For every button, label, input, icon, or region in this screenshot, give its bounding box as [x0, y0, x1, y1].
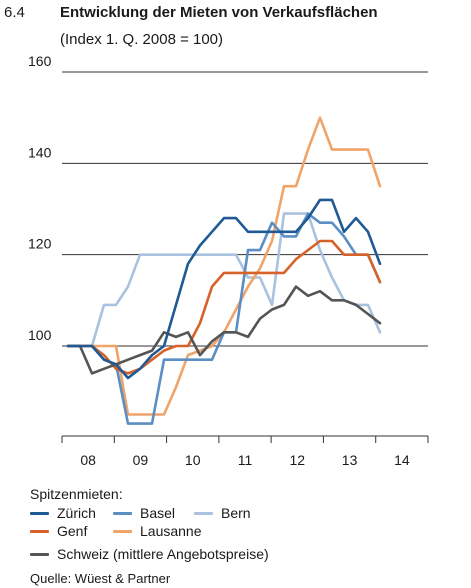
legend-swatch	[30, 529, 49, 533]
x-tick-label: 08	[80, 452, 96, 468]
x-tick-label: 10	[185, 452, 201, 468]
series-line-bern	[66, 212, 382, 348]
legend-label: Bern	[221, 505, 251, 521]
series-line-lausanne	[66, 116, 382, 416]
x-tick-label: 11	[238, 452, 253, 468]
x-tick-label: 13	[342, 452, 358, 468]
legend-item-zurich: Zürich	[30, 505, 96, 521]
chart-subtitle: (Index 1. Q. 2008 = 100)	[60, 31, 224, 48]
series-line-schweiz	[66, 285, 382, 375]
x-tick-label: 14	[394, 452, 410, 468]
legend-item-genf: Genf	[30, 523, 87, 539]
y-tick-label: 120	[28, 236, 52, 252]
series-line-basel	[66, 212, 382, 425]
x-tick-label: 09	[133, 452, 149, 468]
legend-item-schweiz: Schweiz (mittlere Angebotspreise)	[30, 546, 269, 562]
x-tick-label: 12	[289, 452, 305, 468]
legend-item-basel: Basel	[113, 505, 175, 521]
line-chart: 100 120 140 160 08 09 10 11 12 13 14	[28, 53, 429, 468]
legend-swatch	[30, 511, 49, 515]
legend-label: Genf	[57, 523, 88, 539]
series-line-genf	[66, 239, 382, 375]
legend-title: Spitzenmieten:	[30, 486, 123, 502]
legend-item-lausanne: Lausanne	[113, 523, 202, 539]
legend-swatch	[113, 511, 132, 515]
series-line-zürich	[66, 198, 382, 380]
source-note: Quelle: Wüest & Partner	[30, 571, 171, 586]
legend-swatch	[194, 511, 213, 515]
legend-item-bern: Bern	[194, 505, 251, 521]
figure-number: 6.4	[4, 4, 25, 21]
legend-label: Lausanne	[140, 523, 202, 539]
legend-label: Basel	[140, 505, 176, 521]
y-tick-label: 100	[28, 327, 52, 343]
chart-title: Entwicklung der Mieten von Verkaufsfläch…	[60, 4, 378, 21]
y-tick-label: 160	[28, 53, 52, 69]
legend-swatch	[113, 529, 132, 533]
legend-swatch	[30, 552, 49, 556]
legend-label: Zürich	[57, 505, 96, 521]
figure-header: 6.4 Entwicklung der Mieten von Verkaufsfl…	[4, 3, 378, 22]
legend-label: Schweiz (mittlere Angebotspreise)	[57, 546, 269, 562]
y-tick-label: 140	[28, 144, 52, 160]
